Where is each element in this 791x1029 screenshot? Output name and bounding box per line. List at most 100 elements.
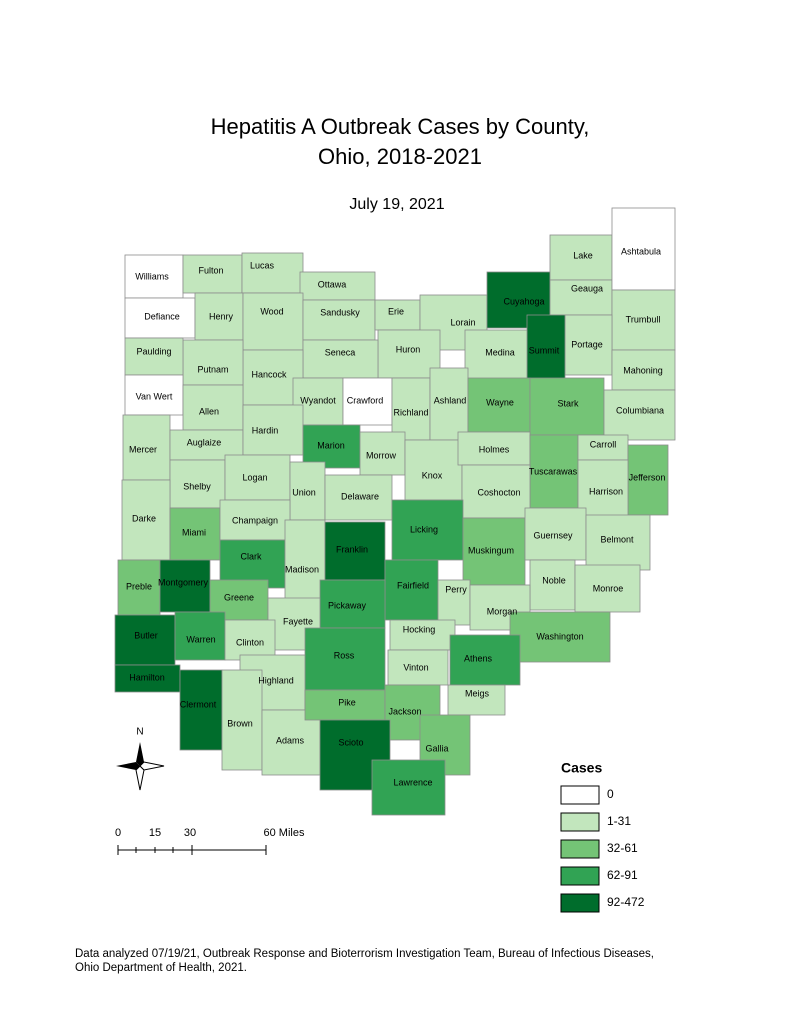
county xyxy=(117,559,161,616)
county-label: Portage xyxy=(571,339,603,349)
title-line: Ohio, 2018-2021 xyxy=(318,144,482,169)
county xyxy=(221,669,263,771)
county xyxy=(564,314,613,376)
county-label: Highland xyxy=(258,675,294,685)
county-label: Hamilton xyxy=(129,672,165,682)
county xyxy=(529,559,576,611)
county-label: Shelby xyxy=(183,481,211,491)
county-label: Clark xyxy=(240,551,262,561)
county-label: Ottawa xyxy=(318,279,347,289)
county xyxy=(371,759,446,816)
county xyxy=(179,669,223,751)
county xyxy=(302,299,376,341)
county-label: Meigs xyxy=(465,688,490,698)
scale-label: 60 Miles xyxy=(264,827,305,839)
county xyxy=(114,664,181,693)
county-label: Tuscarawas xyxy=(529,466,578,476)
county-label: Noble xyxy=(542,575,566,585)
county-label: Brown xyxy=(227,718,253,728)
county xyxy=(242,349,304,406)
county xyxy=(124,337,184,376)
county-label: Logan xyxy=(242,472,267,482)
county-label: Preble xyxy=(126,581,152,591)
county-label: Clermont xyxy=(180,699,217,709)
county-label: Columbiana xyxy=(616,405,664,415)
county-label: Clinton xyxy=(236,637,264,647)
county-label: Richland xyxy=(393,407,428,417)
legend-label: 0 xyxy=(607,787,614,801)
county xyxy=(242,292,304,351)
county-label: Coshocton xyxy=(477,487,520,497)
county xyxy=(242,404,304,456)
title-line: Hepatitis A Outbreak Cases by County, xyxy=(211,114,590,139)
county-label: Licking xyxy=(410,524,438,534)
county xyxy=(387,649,449,686)
county-label: Jackson xyxy=(388,706,421,716)
county xyxy=(302,339,379,379)
county xyxy=(611,349,676,391)
county-label: Geauga xyxy=(571,283,603,293)
county-label: Champaign xyxy=(232,515,278,525)
county xyxy=(526,314,566,391)
county xyxy=(374,299,421,331)
county-label: Trumbull xyxy=(626,314,661,324)
county-label: Wood xyxy=(260,306,283,316)
legend-swatch xyxy=(560,785,600,805)
county-label: Stark xyxy=(557,398,579,408)
county xyxy=(627,444,669,516)
county xyxy=(429,367,469,441)
county xyxy=(124,254,184,299)
county-label: Hancock xyxy=(251,369,287,379)
county-label: Warren xyxy=(186,634,215,644)
county xyxy=(121,479,171,561)
legend-swatch xyxy=(560,812,600,832)
county xyxy=(359,431,406,476)
legend-label: 92-472 xyxy=(607,895,645,909)
county-label: Van Wert xyxy=(136,391,173,401)
county-label: Medina xyxy=(485,347,515,357)
county-label: Madison xyxy=(285,564,319,574)
county xyxy=(224,619,276,661)
county-label: Williams xyxy=(135,271,169,281)
county-label: Lucas xyxy=(250,260,275,270)
scale-bar xyxy=(117,845,267,855)
county-label: Knox xyxy=(422,470,443,480)
source-note: Ohio Department of Health, 2021. xyxy=(75,962,247,974)
county-label: Hocking xyxy=(403,624,436,634)
county-label: Wayne xyxy=(486,397,514,407)
county xyxy=(549,279,613,316)
county-label: Gallia xyxy=(425,743,448,753)
county-label: Darke xyxy=(132,513,156,523)
county-label: Jefferson xyxy=(629,472,666,482)
county-labels: Williams Fulton Lucas Ottawa Defiance Henry Wo… xyxy=(126,246,665,787)
county-label: Belmont xyxy=(600,534,634,544)
county xyxy=(449,634,521,686)
county-label: Seneca xyxy=(325,347,356,357)
county xyxy=(174,611,226,661)
county xyxy=(549,234,613,281)
county-label: Lawrence xyxy=(393,777,432,787)
county-label: Fayette xyxy=(283,616,313,626)
county-label: Allen xyxy=(199,406,219,416)
county xyxy=(585,514,651,571)
arrow-n xyxy=(136,742,144,766)
scale-label: 15 xyxy=(149,827,161,839)
source-note: Data analyzed 07/19/21, Outbreak Respons… xyxy=(75,948,654,960)
county-label: Hardin xyxy=(252,425,279,435)
county xyxy=(437,579,471,626)
legend-label: 1-31 xyxy=(607,814,631,828)
county xyxy=(464,329,528,381)
county-label: Lorain xyxy=(450,317,475,327)
legend-swatch xyxy=(560,866,600,886)
county-label: Huron xyxy=(396,344,421,354)
legend-title: Cases xyxy=(561,760,602,776)
county-label: Montgomery xyxy=(158,577,209,587)
county-label: Erie xyxy=(388,306,404,316)
county xyxy=(467,377,531,433)
county-label: Carroll xyxy=(590,439,617,449)
county-label: Morrow xyxy=(366,450,397,460)
scale-label: 0 xyxy=(115,827,121,839)
county xyxy=(461,464,531,519)
county xyxy=(169,459,226,509)
county-label: Defiance xyxy=(144,311,180,321)
